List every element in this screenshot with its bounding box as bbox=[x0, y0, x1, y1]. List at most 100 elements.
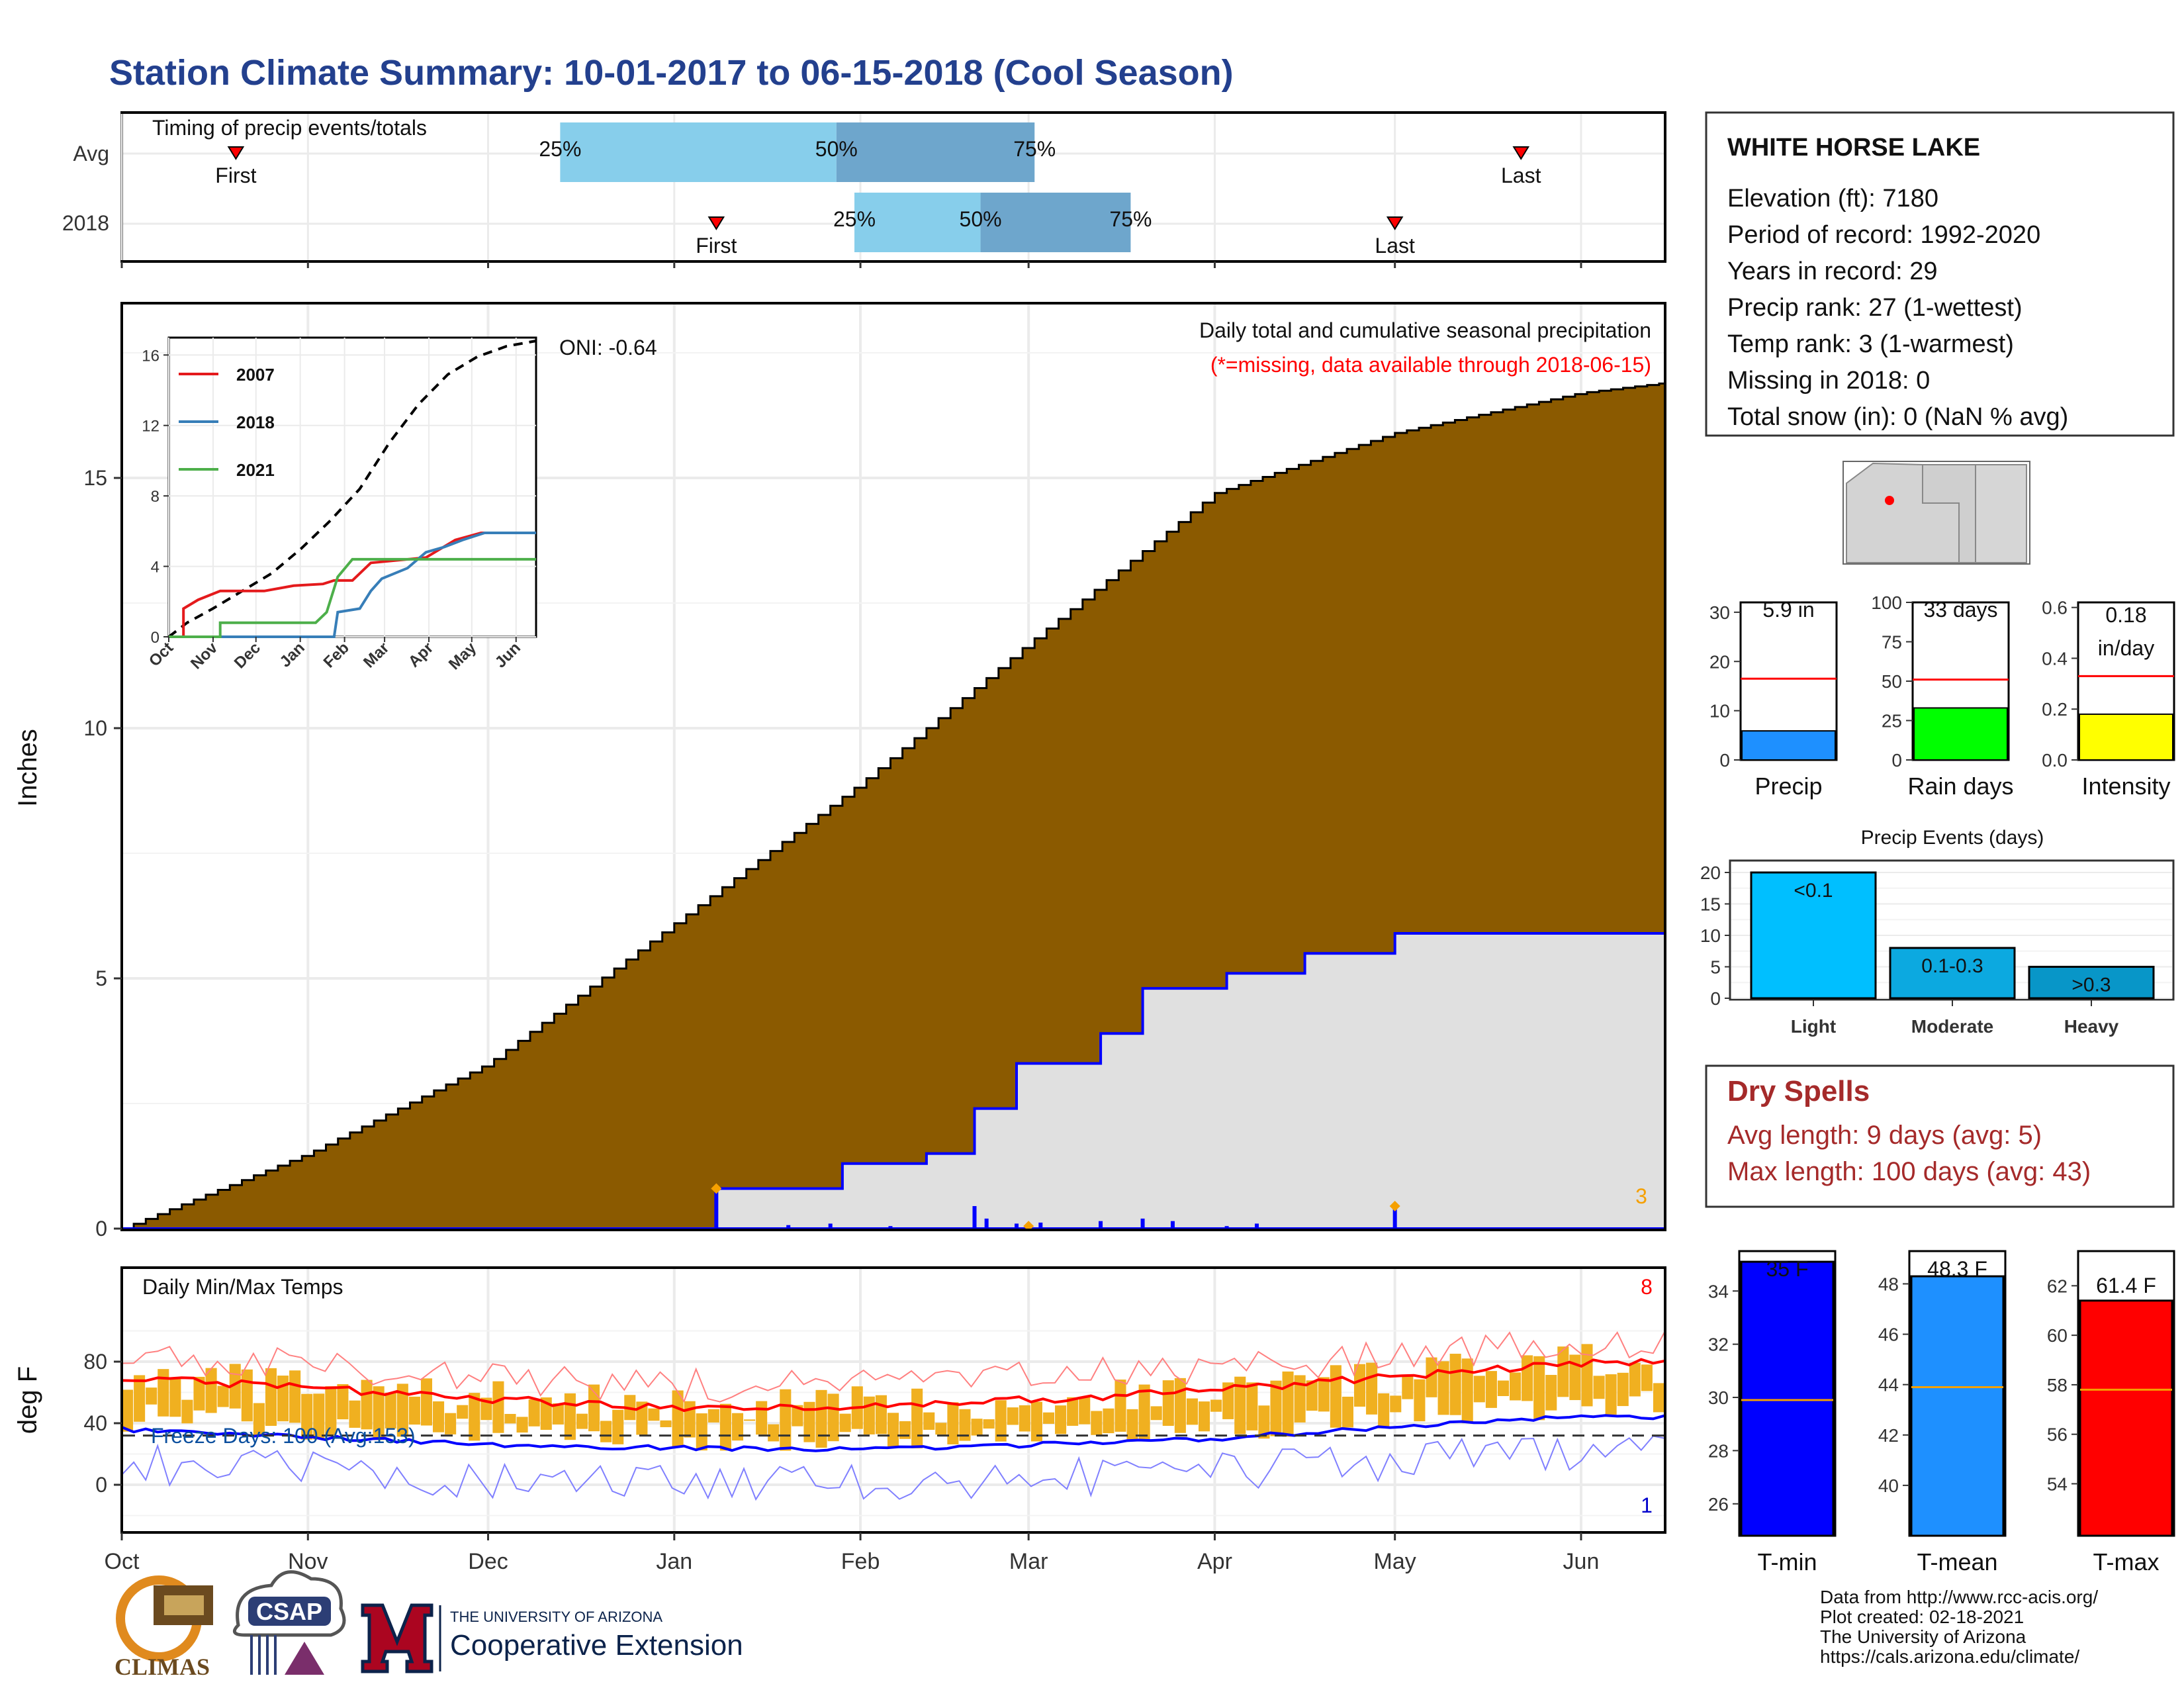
timing-first-marker bbox=[227, 146, 245, 160]
summary-bar-fill bbox=[1741, 730, 1836, 761]
events-y-tick: 5 bbox=[1710, 957, 1721, 978]
daily-temp-bar bbox=[1126, 1409, 1138, 1440]
daily-temp-bar bbox=[1091, 1411, 1103, 1435]
summary-bar-tick: 0.6 bbox=[2042, 598, 2068, 618]
daily-temp-bar bbox=[719, 1403, 731, 1451]
missing-marker bbox=[1389, 1200, 1400, 1211]
daily-temp-bar bbox=[1007, 1407, 1019, 1425]
temp-summary-name: T-mean bbox=[1917, 1548, 1997, 1575]
daily-temp-bar bbox=[636, 1401, 648, 1435]
dry-spells-max: Max length: 100 days (avg: 43) bbox=[1727, 1157, 2091, 1186]
daily-temp-bar bbox=[911, 1388, 923, 1448]
temp-summary-fill bbox=[1910, 1275, 2005, 1537]
timing-last-marker bbox=[1386, 216, 1404, 230]
missing-marker bbox=[711, 1183, 722, 1194]
timing-first-marker bbox=[707, 216, 725, 230]
temp-summary-tick: 44 bbox=[1878, 1375, 1899, 1395]
daily-temp-bar bbox=[313, 1393, 325, 1440]
daily-temp-bar bbox=[1378, 1393, 1390, 1429]
daily-temp-bar bbox=[385, 1392, 396, 1429]
daily-temp-bar bbox=[1366, 1362, 1378, 1415]
daily-temp-bar bbox=[552, 1403, 564, 1425]
inset-legend-label: 2021 bbox=[236, 460, 275, 480]
temp-panel: 0 40 80 Daily Min/Max Temps deg F Freeze D… bbox=[13, 1266, 1666, 1534]
daily-temp-bar bbox=[792, 1405, 803, 1427]
daily-temp-bar bbox=[528, 1399, 540, 1427]
inset-y-tick: 0 bbox=[151, 629, 159, 647]
credit-line: https://cals.arizona.edu/climate/ bbox=[1820, 1646, 2079, 1667]
daily-temp-bar bbox=[1533, 1356, 1545, 1421]
inset-legend-label: 2007 bbox=[236, 365, 275, 385]
summary-bar-fill bbox=[1913, 707, 2008, 761]
event-category: Light bbox=[1791, 1016, 1836, 1037]
daily-temp-bar bbox=[1282, 1371, 1294, 1437]
temp-summary-tick: 62 bbox=[2047, 1276, 2068, 1296]
daily-temp-bar bbox=[923, 1412, 935, 1430]
daily-temp-bar bbox=[1055, 1405, 1067, 1434]
events-y-tick: 0 bbox=[1710, 988, 1721, 1009]
daily-temp-bar bbox=[301, 1393, 313, 1440]
daily-temp-bar bbox=[396, 1383, 408, 1437]
daily-temp-bar bbox=[289, 1370, 301, 1423]
summary-bar-tick: 0 bbox=[1891, 750, 1902, 771]
daily-temp-bar bbox=[1162, 1380, 1174, 1426]
inset-2018-line bbox=[169, 532, 536, 638]
daily-temp-bar bbox=[1509, 1372, 1522, 1401]
daily-temp-bar bbox=[1222, 1382, 1234, 1419]
summary-bar-tick: 20 bbox=[1709, 651, 1730, 672]
temp-summary-tick: 58 bbox=[2047, 1375, 2068, 1395]
station-info-line: Precip rank: 27 (1-wettest) bbox=[1727, 294, 2023, 322]
precip-y-tick: 0 bbox=[95, 1217, 107, 1241]
station-info-line: Total snow (in): 0 (NaN % avg) bbox=[1727, 403, 2068, 431]
event-bar-label: <0.1 bbox=[1794, 880, 1833, 902]
station-name: WHITE HORSE LAKE bbox=[1727, 134, 1980, 162]
daily-precip-bar bbox=[1015, 1223, 1019, 1229]
temp-summary-t-min: 26 28 30 32 34 35 F T-min bbox=[1708, 1250, 1837, 1575]
daily-temp-bar bbox=[971, 1419, 983, 1436]
daily-temp-bar bbox=[205, 1368, 217, 1413]
record-max-line bbox=[121, 1331, 1666, 1403]
page-title: Station Climate Summary: 10-01-2017 to 0… bbox=[109, 53, 1234, 93]
daily-temp-bar bbox=[217, 1385, 229, 1407]
daily-temp-bar bbox=[1545, 1375, 1557, 1411]
credit-line: The University of Arizona bbox=[1820, 1626, 2026, 1647]
timing-first-label: First bbox=[215, 164, 256, 187]
daily-temp-bar bbox=[1042, 1412, 1055, 1424]
daily-precip-bar bbox=[1254, 1223, 1259, 1229]
daily-temp-bar bbox=[1581, 1344, 1593, 1407]
daily-precip-bar bbox=[714, 1188, 719, 1229]
event-bar-moderate bbox=[1889, 947, 2016, 1000]
timing-p50-label: 50% bbox=[960, 207, 1002, 231]
timing-last-label: Last bbox=[1375, 234, 1415, 258]
daily-temp-bar bbox=[1150, 1406, 1162, 1421]
precip-y-tick: 5 bbox=[95, 966, 107, 990]
daily-precip-bar bbox=[1224, 1226, 1229, 1229]
inset-y-tick: 16 bbox=[142, 347, 159, 365]
temp-summary-tick: 28 bbox=[1708, 1440, 1729, 1461]
station-location-marker bbox=[1885, 496, 1894, 505]
precip-events-title: Precip Events (days) bbox=[1861, 827, 2044, 849]
daily-temp-bar bbox=[277, 1376, 289, 1422]
inset-y-tick: 8 bbox=[151, 488, 159, 506]
daily-temp-bar bbox=[780, 1389, 792, 1451]
daily-precip-bar bbox=[786, 1225, 791, 1229]
csap-logo: CSAP bbox=[232, 1570, 346, 1675]
daily-temp-bar bbox=[863, 1396, 875, 1434]
daily-temp-bar bbox=[1461, 1358, 1473, 1424]
ua-extension: Cooperative Extension bbox=[450, 1629, 743, 1662]
summary-bar-name: Intensity bbox=[2081, 773, 2170, 800]
daily-precip-bar bbox=[972, 1205, 977, 1229]
timing-bar-q1 bbox=[854, 193, 981, 252]
daily-temp-bar bbox=[1210, 1399, 1222, 1412]
daily-temp-bar bbox=[146, 1387, 158, 1405]
daily-temp-bar bbox=[839, 1413, 851, 1432]
summary-bar-tick: 30 bbox=[1709, 602, 1730, 623]
timing-p50-label: 50% bbox=[815, 137, 858, 161]
station-info: WHITE HORSE LAKE Elevation (ft): 7180 Per… bbox=[1705, 111, 2175, 437]
daily-temp-bar bbox=[696, 1413, 707, 1451]
x-month-label: Jan bbox=[656, 1549, 692, 1574]
temp-summary-tick: 32 bbox=[1708, 1335, 1729, 1355]
summary-bar-tick: 100 bbox=[1871, 592, 1902, 613]
summary-bar-value: 33 days bbox=[1923, 598, 1997, 622]
summary-bar-tick: 0.2 bbox=[2042, 699, 2068, 720]
